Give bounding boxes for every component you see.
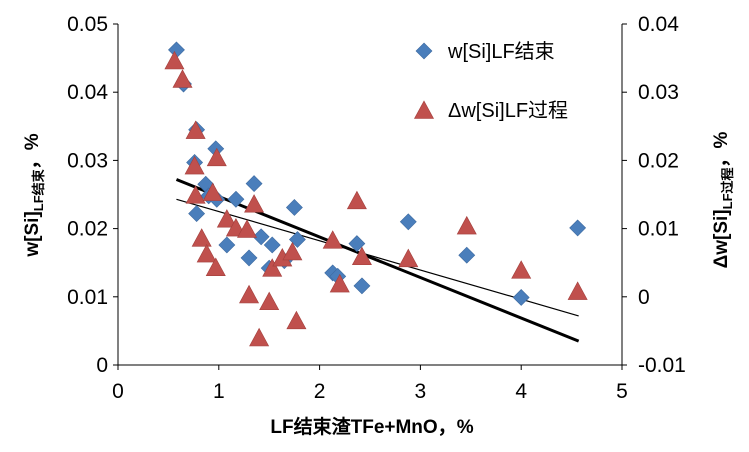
- y-right-tick-label: 0.03: [638, 81, 679, 104]
- data-point-triangle: [184, 155, 205, 175]
- data-point-diamond: [348, 235, 366, 253]
- data-point-triangle: [329, 273, 350, 293]
- data-points: [164, 41, 588, 347]
- y-left-tick-label: 0.03: [67, 149, 108, 172]
- data-point-diamond: [188, 205, 206, 223]
- y-right-tick-label: -0.01: [638, 354, 686, 377]
- x-tick-label: 0: [112, 380, 124, 403]
- data-point-triangle: [205, 257, 226, 276]
- data-point-triangle: [351, 246, 372, 266]
- data-point-diamond: [569, 219, 587, 237]
- legend: w[Si]LF结束 Δw[Si]LF过程: [413, 40, 568, 122]
- y-left-axis-title: w[Si]LF结束，%: [22, 133, 46, 257]
- data-point-triangle: [216, 209, 237, 228]
- data-point-diamond: [245, 175, 263, 193]
- axis-labels: 0 1 2 3 4 5 0 0.01 0.02 0.03 0.04 0.05 -0.01 0 0.01 0.0…: [22, 13, 735, 438]
- trendlines: [175, 178, 580, 343]
- y-right-tick-label: 0: [638, 286, 650, 309]
- data-point-triangle: [185, 185, 206, 204]
- data-point-diamond: [218, 236, 236, 254]
- y-left-tick-label: 0: [96, 354, 108, 377]
- data-point-diamond: [353, 277, 371, 295]
- data-point-triangle: [172, 69, 193, 88]
- data-point-triangle: [202, 182, 223, 201]
- trendline: [175, 178, 580, 343]
- data-point-diamond: [399, 213, 417, 231]
- y-right-tick-label: 0.01: [638, 218, 679, 241]
- data-point-triangle: [237, 219, 258, 238]
- data-point-triangle: [244, 194, 265, 213]
- legend-label: Δw[Si]LF过程: [448, 99, 568, 122]
- data-point-triangle: [282, 241, 303, 261]
- data-point-diamond: [512, 289, 530, 306]
- data-point-diamond: [252, 228, 270, 246]
- data-point-diamond: [227, 190, 245, 208]
- y-right-tick-label: 0.04: [638, 13, 679, 36]
- y-left-tick-label: 0.04: [67, 81, 108, 104]
- data-point-triangle: [191, 228, 212, 247]
- data-point-diamond: [240, 249, 258, 267]
- y-left-tick-label: 0.01: [67, 286, 108, 309]
- x-tick-label: 1: [213, 380, 225, 403]
- y-right-axis-title: Δw[Si]LF过程，%: [711, 131, 735, 268]
- trendline: [176, 198, 579, 317]
- data-point-triangle: [185, 120, 206, 139]
- data-point-diamond: [263, 236, 281, 254]
- x-tick-label: 3: [415, 380, 427, 403]
- x-tick-label: 5: [616, 380, 628, 403]
- y-left-tick-label: 0.02: [67, 218, 108, 241]
- legend-marker-triangle: [413, 100, 435, 119]
- data-point-triangle: [511, 260, 532, 279]
- legend-label: w[Si]LF结束: [447, 40, 555, 63]
- data-point-triangle: [286, 310, 307, 330]
- data-point-triangle: [346, 190, 367, 210]
- data-point-triangle: [398, 248, 419, 268]
- y-right-tick-label: 0.02: [638, 149, 679, 172]
- data-point-triangle: [567, 281, 588, 300]
- data-point-diamond: [458, 246, 476, 264]
- data-point-triangle: [322, 230, 343, 249]
- data-point-triangle: [196, 243, 217, 263]
- x-tick-label: 4: [515, 380, 527, 403]
- data-point-triangle: [206, 147, 227, 167]
- x-axis-title: LF结束渣TFe+MnO，%: [270, 415, 473, 438]
- data-point-triangle: [249, 327, 270, 347]
- data-point-triangle: [164, 50, 185, 70]
- data-point-triangle: [259, 291, 280, 311]
- axes: [113, 23, 627, 370]
- data-point-triangle: [239, 284, 260, 304]
- legend-marker-diamond: [415, 42, 433, 60]
- data-point-diamond: [288, 231, 306, 248]
- data-point-diamond: [285, 199, 303, 216]
- data-point-triangle: [456, 215, 477, 235]
- y-left-tick-label: 0.05: [67, 13, 108, 36]
- x-tick-label: 2: [314, 380, 326, 403]
- data-point-triangle: [262, 258, 283, 277]
